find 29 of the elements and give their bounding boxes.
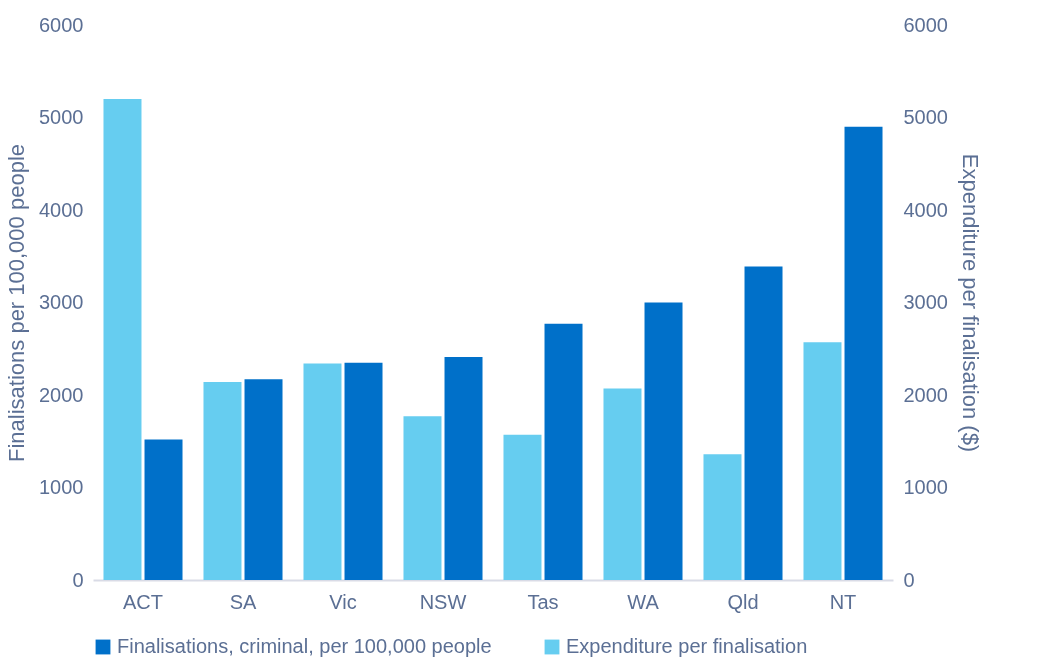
bar bbox=[744, 266, 783, 580]
bar bbox=[144, 439, 183, 580]
x-tick-label: NT bbox=[829, 590, 857, 613]
y2-tick-label: 2000 bbox=[903, 383, 948, 406]
x-tick-label: Qld bbox=[727, 590, 759, 613]
x-tick-label: SA bbox=[229, 590, 257, 613]
x-tick-label: Vic bbox=[329, 590, 357, 613]
legend-label: Expenditure per finalisation bbox=[566, 635, 808, 657]
bar bbox=[103, 99, 142, 580]
y-tick-label: 2000 bbox=[39, 383, 84, 406]
y2-tick-label: 0 bbox=[903, 568, 915, 591]
legend-label: Finalisations, criminal, per 100,000 people bbox=[117, 635, 492, 657]
y-tick-label: 5000 bbox=[39, 106, 84, 128]
y-axis-title: Finalisations per 100,000 people bbox=[4, 143, 30, 463]
y-tick-label: 0 bbox=[72, 568, 84, 591]
y2-tick-label: 5000 bbox=[903, 106, 948, 128]
y2-tick-label: 1000 bbox=[903, 476, 948, 498]
y-tick-label: 3000 bbox=[39, 291, 84, 313]
y2-tick-label: 4000 bbox=[903, 198, 948, 221]
y2-axis-title: Expenditure per finalisation ($) bbox=[957, 153, 983, 453]
x-tick-label: ACT bbox=[123, 590, 163, 613]
y-tick-label: 1000 bbox=[39, 476, 84, 498]
y-tick-label: 4000 bbox=[39, 198, 84, 221]
x-tick-label: WA bbox=[627, 590, 660, 613]
x-tick-label: NSW bbox=[419, 590, 467, 613]
y2-tick-label: 6000 bbox=[903, 13, 948, 36]
y2-tick-label: 3000 bbox=[903, 291, 948, 313]
y-tick-label: 6000 bbox=[39, 13, 84, 36]
x-tick-label: Tas bbox=[527, 590, 559, 613]
